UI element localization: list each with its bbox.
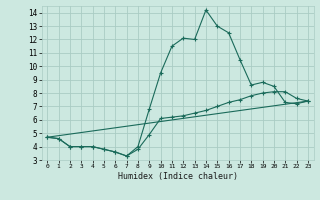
X-axis label: Humidex (Indice chaleur): Humidex (Indice chaleur) — [118, 172, 237, 181]
